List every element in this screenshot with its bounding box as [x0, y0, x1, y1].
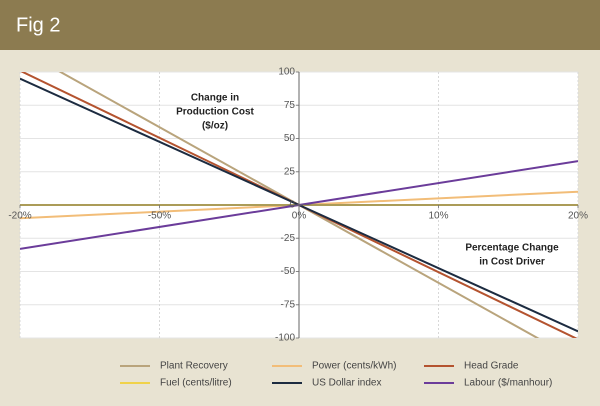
annotation: Percentage Change: [465, 243, 559, 254]
y-tick-label: 25: [284, 166, 296, 177]
legend-label: Labour ($/manhour): [464, 378, 552, 389]
y-tick-label: -100: [275, 333, 295, 344]
y-tick-label: 50: [284, 133, 296, 144]
x-tick-label: 10%: [428, 211, 448, 222]
y-tick-label: 100: [278, 67, 295, 78]
annotation: in Cost Driver: [479, 257, 545, 268]
legend-label: Power (cents/kWh): [312, 361, 396, 372]
legend-label: US Dollar index: [312, 378, 381, 389]
y-tick-label: -25: [281, 233, 296, 244]
legend-label: Head Grade: [464, 361, 519, 372]
chart-title: Fig 2: [16, 14, 60, 36]
header-band: [0, 0, 600, 50]
legend-label: Fuel (cents/litre): [160, 378, 232, 389]
x-tick-label: 20%: [568, 211, 588, 222]
y-tick-label: -75: [281, 299, 296, 310]
y-tick-label: 75: [284, 100, 296, 111]
y-tick-label: -50: [281, 266, 296, 277]
annotation: Change in: [191, 93, 239, 104]
legend-label: Plant Recovery: [160, 361, 228, 372]
annotation: ($/oz): [202, 121, 228, 132]
x-tick-label: -50%: [148, 211, 171, 222]
x-tick-label: -20%: [8, 211, 31, 222]
legend: Plant Recovery Power (cents/kWh) Head Grad…: [120, 361, 552, 389]
annotation: Production Cost: [176, 107, 254, 118]
